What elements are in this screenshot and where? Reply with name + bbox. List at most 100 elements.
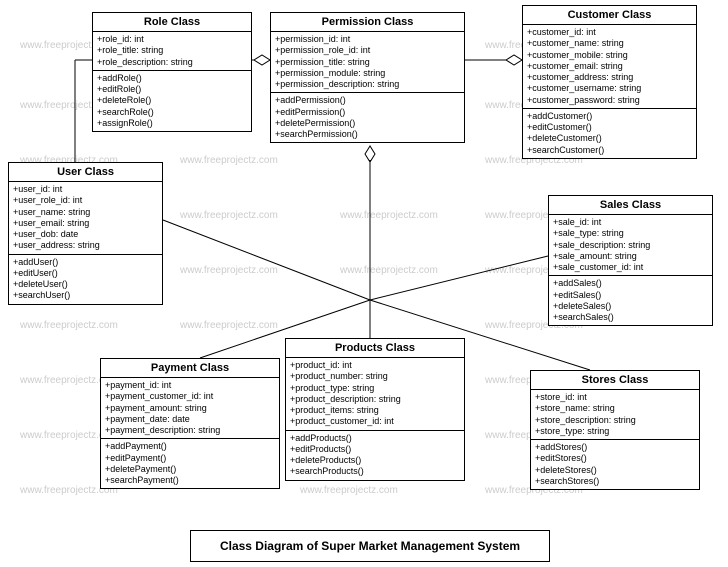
method: +deleteCustomer() [527,133,692,144]
attribute: +product_customer_id: int [290,416,460,427]
watermark: www.freeprojectz.com [300,485,398,496]
diagram-caption: Class Diagram of Super Market Management… [190,530,550,562]
attribute: +customer_username: string [527,83,692,94]
class-title: User Class [9,163,162,182]
method: +editPayment() [105,453,275,464]
method: +searchStores() [535,476,695,487]
attribute: +store_type: string [535,426,695,437]
method: +deleteProducts() [290,455,460,466]
class-user: User Class+user_id: int+user_role_id: in… [8,162,163,305]
attribute: +permission_title: string [275,57,460,68]
caption-text: Class Diagram of Super Market Management… [220,539,520,553]
attribute: +permission_module: string [275,68,460,79]
class-methods: +addPayment()+editPayment()+deletePaymen… [101,439,279,488]
attribute: +user_id: int [13,184,158,195]
method: +addUser() [13,257,158,268]
method: +deletePayment() [105,464,275,475]
class-title: Customer Class [523,6,696,25]
attribute: +customer_mobile: string [527,50,692,61]
attribute: +product_items: string [290,405,460,416]
attribute: +role_id: int [97,34,247,45]
method: +addPayment() [105,441,275,452]
method: +searchPermission() [275,129,460,140]
attribute: +role_description: string [97,57,247,68]
attribute: +payment_date: date [105,414,275,425]
attribute: +customer_password: string [527,95,692,106]
watermark: www.freeprojectz.com [20,320,118,331]
method: +deleteStores() [535,465,695,476]
attribute: +user_email: string [13,218,158,229]
class-title: Payment Class [101,359,279,378]
attribute: +payment_id: int [105,380,275,391]
class-attributes: +user_id: int+user_role_id: int+user_nam… [9,182,162,255]
class-title: Products Class [286,339,464,358]
class-methods: +addProducts()+editProducts()+deleteProd… [286,431,464,480]
method: +addProducts() [290,433,460,444]
attribute: +payment_description: string [105,425,275,436]
class-attributes: +permission_id: int+permission_role_id: … [271,32,464,93]
class-title: Role Class [93,13,251,32]
attribute: +payment_customer_id: int [105,391,275,402]
watermark: www.freeprojectz.com [180,320,278,331]
method: +editStores() [535,453,695,464]
attribute: +customer_id: int [527,27,692,38]
class-methods: +addSales()+editSales()+deleteSales()+se… [549,276,712,325]
method: +editCustomer() [527,122,692,133]
method: +addRole() [97,73,247,84]
attribute: +sale_customer_id: int [553,262,708,273]
method: +searchUser() [13,290,158,301]
attribute: +user_dob: date [13,229,158,240]
class-methods: +addPermission()+editPermission()+delete… [271,93,464,142]
method: +assignRole() [97,118,247,129]
attribute: +permission_id: int [275,34,460,45]
method: +editPermission() [275,107,460,118]
attribute: +permission_description: string [275,79,460,90]
attribute: +product_number: string [290,371,460,382]
method: +addPermission() [275,95,460,106]
class-customer: Customer Class +customer_id: int +customer… [522,5,697,159]
method: +editUser() [13,268,158,279]
watermark: www.freeprojectz.com [340,265,438,276]
attribute: +sale_amount: string [553,251,708,262]
method: +searchProducts() [290,466,460,477]
attribute: +permission_role_id: int [275,45,460,56]
method: +searchRole() [97,107,247,118]
class-attributes: +role_id: int+role_title: string+role_de… [93,32,251,71]
method: +editSales() [553,290,708,301]
attribute: +store_name: string [535,403,695,414]
class-methods: +addRole()+editRole()+deleteRole()+searc… [93,71,251,131]
class-stores: Stores Class+store_id: int+store_name: s… [530,370,700,490]
method: +searchPayment() [105,475,275,486]
class-role: Role Class+role_id: int+role_title: stri… [92,12,252,132]
method: +editRole() [97,84,247,95]
attribute: +product_description: string [290,394,460,405]
class-title: Permission Class [271,13,464,32]
attribute: +user_role_id: int [13,195,158,206]
watermark: www.freeprojectz.com [180,265,278,276]
attribute: +product_type: string [290,383,460,394]
class-methods: +addUser()+editUser()+deleteUser()+searc… [9,255,162,304]
attribute: +store_id: int [535,392,695,403]
class-sales: Sales Class+sale_id: int+sale_type: stri… [548,195,713,326]
attribute: +sale_description: string [553,240,708,251]
attribute: +user_address: string [13,240,158,251]
attribute: +user_name: string [13,207,158,218]
method: +addSales() [553,278,708,289]
class-attributes: +sale_id: int+sale_type: string+sale_des… [549,215,712,276]
class-methods: +addStores()+editStores()+deleteStores()… [531,440,699,489]
attribute: +product_id: int [290,360,460,371]
watermark: www.freeprojectz.com [180,210,278,221]
class-products: Products Class+product_id: int+product_n… [285,338,465,481]
class-attributes: +product_id: int+product_number: string+… [286,358,464,431]
attribute: +sale_type: string [553,228,708,239]
attribute: +customer_email: string [527,61,692,72]
method: +deleteRole() [97,95,247,106]
class-permission: Permission Class+permission_id: int+perm… [270,12,465,143]
attribute: +role_title: string [97,45,247,56]
method: +deletePermission() [275,118,460,129]
method: +deleteUser() [13,279,158,290]
attribute: +sale_id: int [553,217,708,228]
attribute: +payment_amount: string [105,403,275,414]
class-payment: Payment Class +payment_id: int+payment_cu… [100,358,280,489]
method: +searchCustomer() [527,145,692,156]
